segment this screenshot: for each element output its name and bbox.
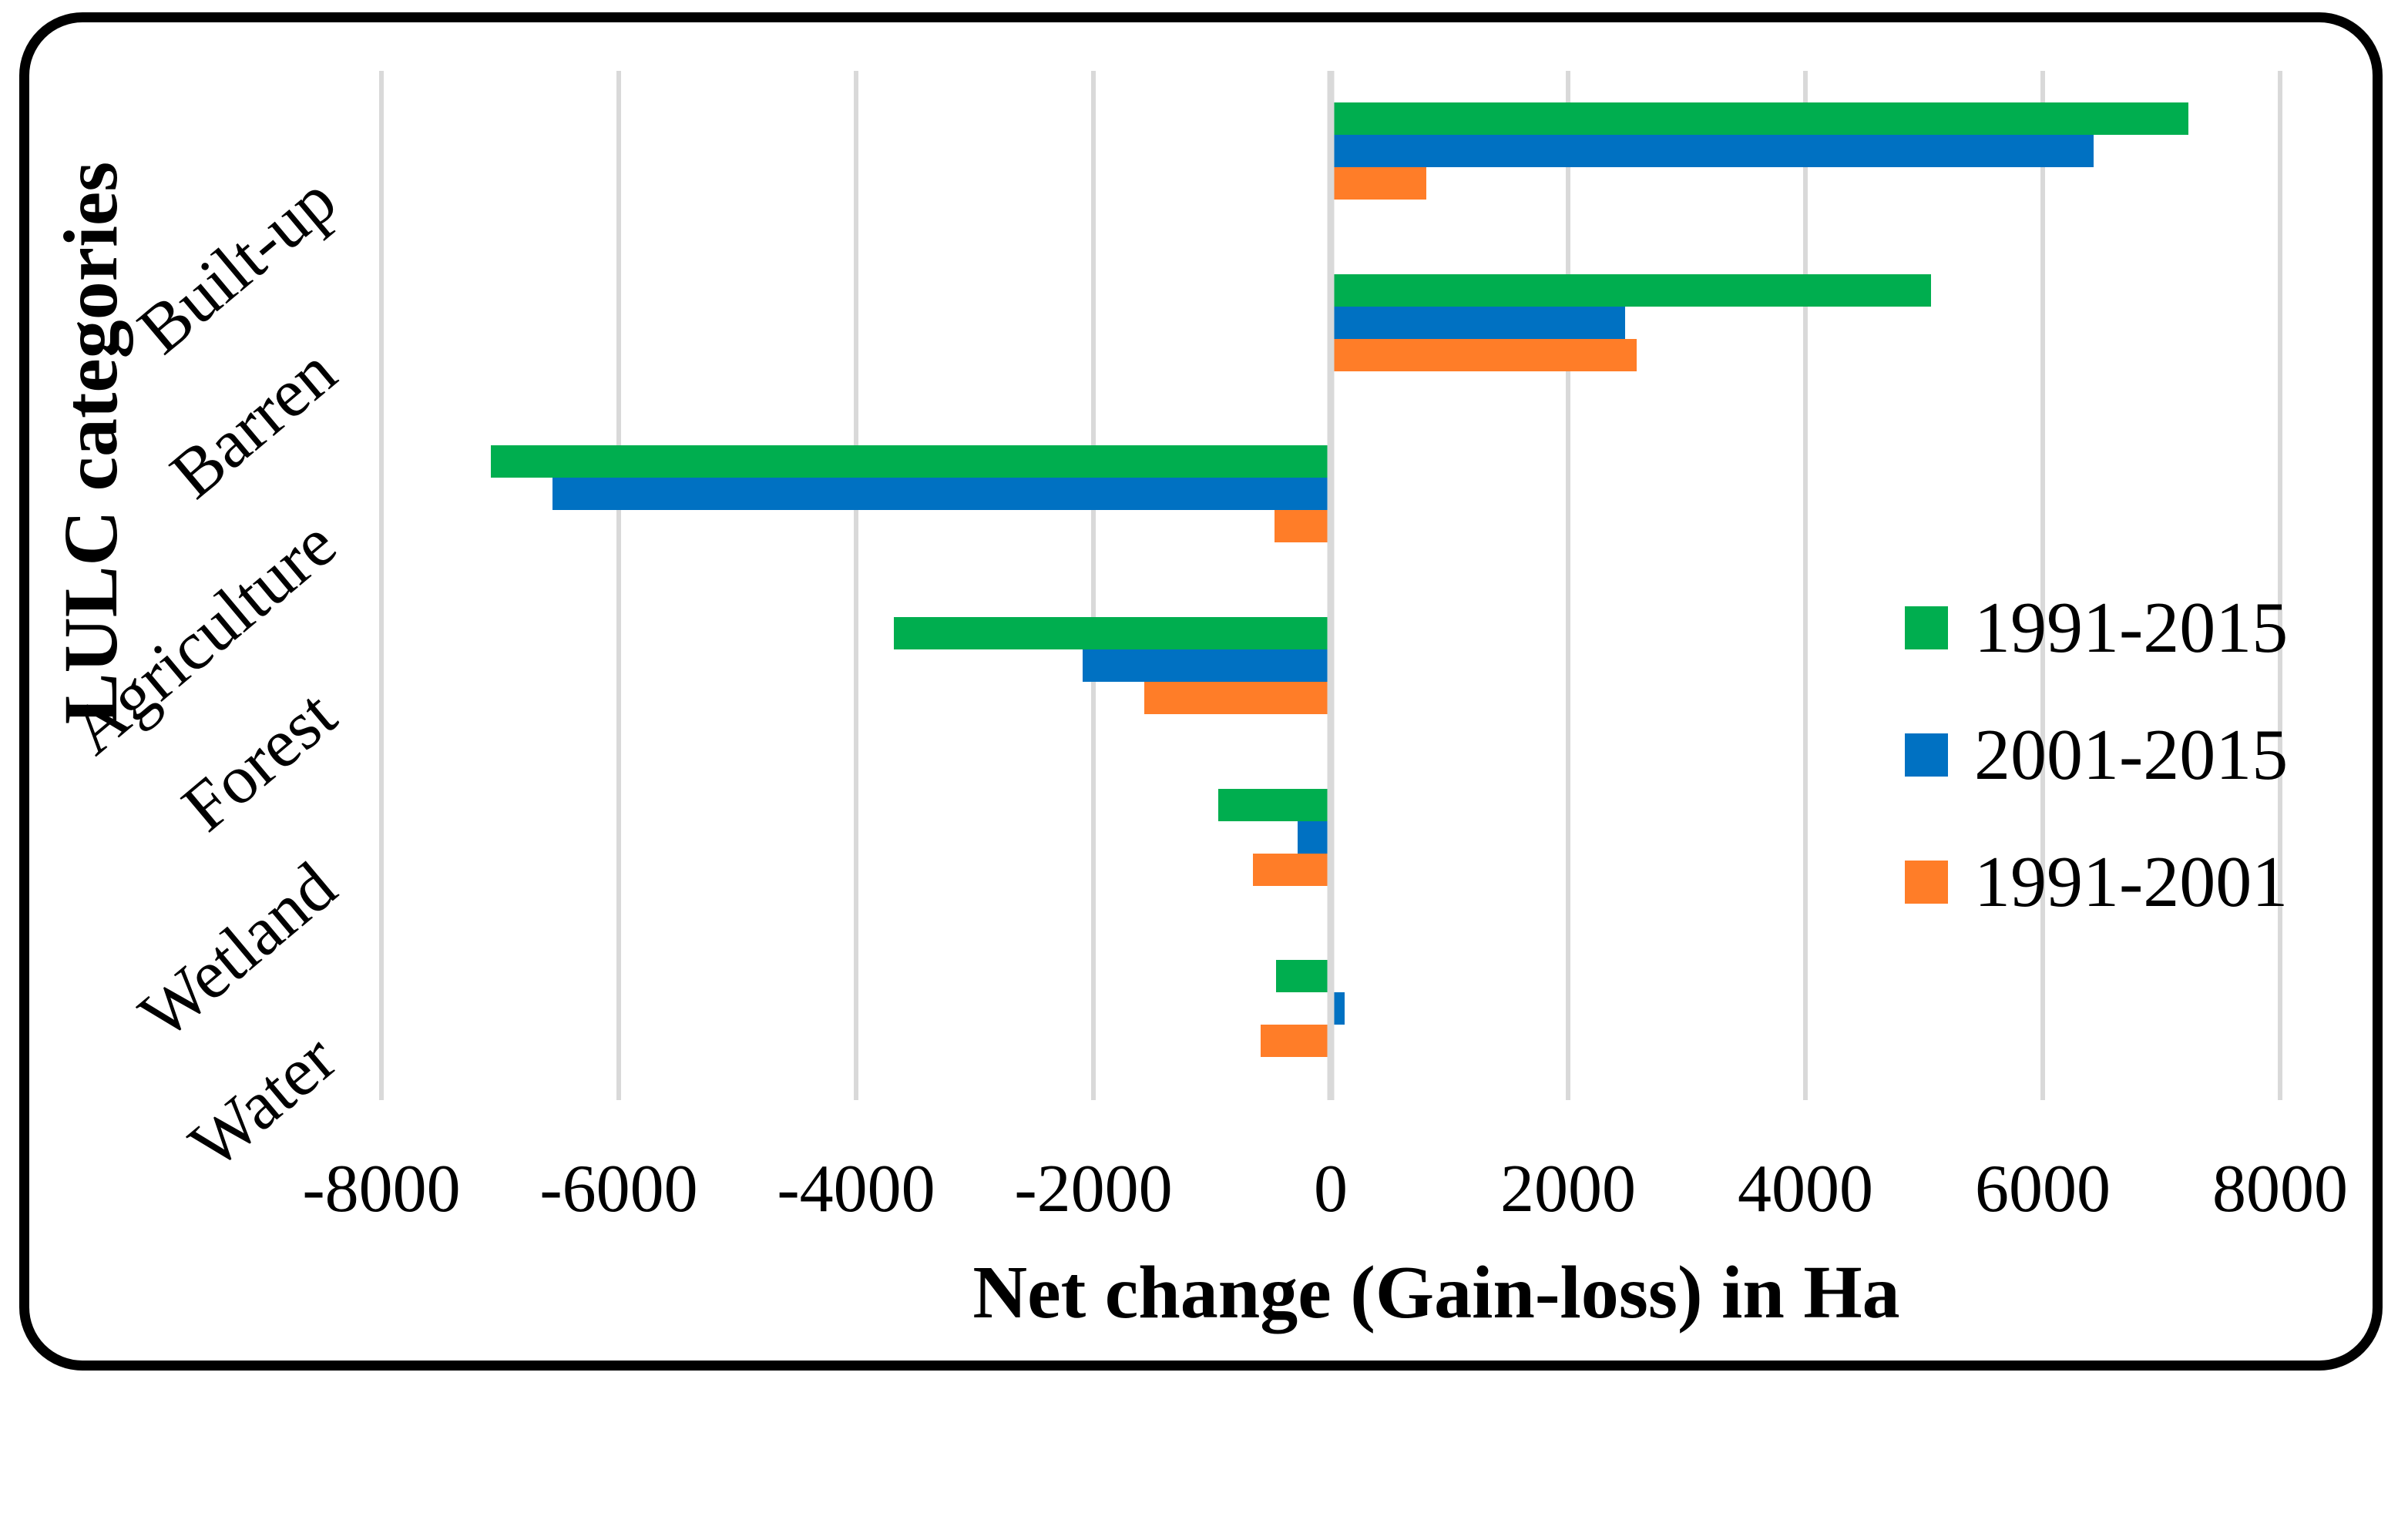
bar-built-up-2001-2015 — [1331, 135, 2094, 167]
x-tick-label-6000: 6000 — [1975, 1152, 2111, 1226]
bar-forest-1991-2001 — [1144, 682, 1331, 714]
legend-item-1991-2015: 1991-2015 — [1905, 582, 2288, 674]
x-tick-label-2000: 2000 — [1500, 1152, 1636, 1226]
x-tick-label--4000: -4000 — [777, 1152, 935, 1226]
bar-built-up-1991-2015 — [1331, 102, 2189, 135]
x-tick-label--8000: -8000 — [302, 1152, 461, 1226]
bar-forest-1991-2015 — [894, 617, 1331, 649]
legend-swatch-2001-2015 — [1905, 733, 1948, 777]
zero-gridline — [1327, 71, 1335, 1100]
bar-agriculture-1991-2015 — [490, 445, 1331, 478]
x-tick-label-4000: 4000 — [1738, 1152, 1873, 1226]
bar-built-up-1991-2001 — [1331, 167, 1426, 200]
bar-barren-2001-2015 — [1331, 306, 1625, 339]
chart-outer-border — [19, 12, 2383, 1371]
gridline--6000 — [616, 71, 621, 1100]
x-axis-title: Net change (Gain-loss) in Ha — [972, 1251, 1900, 1334]
bar-wetland-2001-2015 — [1297, 820, 1331, 854]
legend-item-1991-2001: 1991-2001 — [1905, 836, 2288, 928]
legend-label-1991-2015: 1991-2015 — [1974, 588, 2289, 668]
gridline-8000 — [2278, 71, 2282, 1100]
bar-wetland-1991-2015 — [1217, 788, 1331, 821]
gridline--2000 — [1091, 71, 1096, 1100]
x-tick-label--2000: -2000 — [1014, 1152, 1173, 1226]
figure-canvas: { "chart_data": { "type": "bar", "orient… — [19, 12, 2383, 1371]
x-tick-label-8000: 8000 — [2212, 1152, 2348, 1226]
gridline-6000 — [2040, 71, 2045, 1100]
gridline--4000 — [854, 71, 858, 1100]
bar-water-1991-2001 — [1261, 1025, 1331, 1058]
bar-wetland-1991-2001 — [1253, 853, 1331, 886]
gridline-2000 — [1566, 71, 1570, 1100]
bar-barren-1991-2015 — [1331, 273, 1932, 307]
legend-swatch-1991-2015 — [1905, 606, 1948, 649]
legend-item-2001-2015: 2001-2015 — [1905, 709, 2288, 801]
gridline-4000 — [1803, 71, 1808, 1100]
bar-agriculture-1991-2001 — [1274, 510, 1331, 543]
legend-label-1991-2001: 1991-2001 — [1974, 842, 2289, 922]
plot-area — [379, 71, 2282, 1100]
bar-forest-2001-2015 — [1083, 649, 1331, 682]
bar-water-1991-2015 — [1276, 960, 1331, 993]
legend-swatch-1991-2001 — [1905, 861, 1948, 904]
x-tick-label--6000: -6000 — [539, 1152, 698, 1226]
bar-agriculture-2001-2015 — [552, 478, 1331, 511]
x-tick-label-0: 0 — [1314, 1152, 1348, 1226]
gridline--8000 — [379, 71, 384, 1100]
bar-barren-1991-2001 — [1331, 338, 1637, 371]
legend-label-2001-2015: 2001-2015 — [1974, 715, 2289, 795]
